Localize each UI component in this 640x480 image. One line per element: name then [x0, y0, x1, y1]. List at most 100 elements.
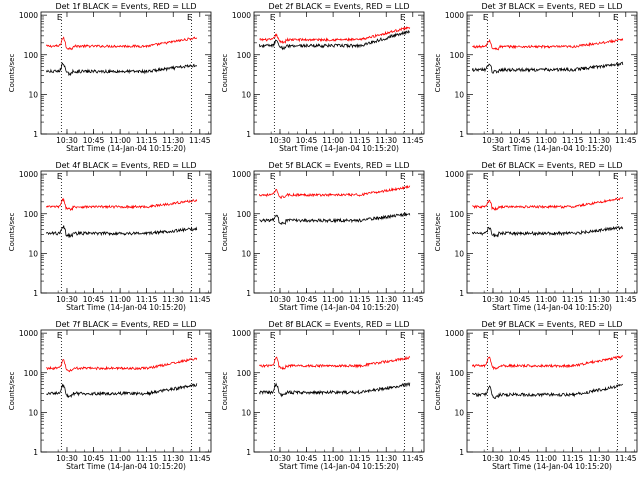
event-marker-label: E: [400, 331, 405, 340]
x-tick-label: 11:30: [375, 295, 397, 304]
panel-title: Det 7f BLACK = Events, RED = LLD: [55, 320, 196, 329]
y-axis-label: Counts/sec: [221, 54, 229, 93]
x-tick-label: 11:15: [136, 454, 158, 463]
series-lld-line: [472, 37, 624, 51]
y-tick-label: 100: [24, 210, 39, 219]
series-lld-line: [258, 355, 411, 371]
x-tick-label: 11:00: [109, 454, 131, 463]
y-tick-label: 1000: [445, 11, 464, 20]
event-marker-label: E: [613, 172, 618, 181]
y-tick-label: 1000: [19, 170, 38, 179]
series-lld-line: [45, 36, 198, 51]
x-tick-label: 10:30: [269, 454, 291, 463]
x-tick-label: 10:45: [83, 136, 105, 145]
series-lld-line: [472, 196, 624, 211]
x-tick-label: 10:30: [482, 295, 504, 304]
x-tick-label: 11:30: [162, 295, 184, 304]
y-tick-label: 10: [241, 90, 251, 99]
y-tick-label: 100: [450, 369, 465, 378]
x-axis-label: Start Time (14-Jan-04 10:15:20): [66, 303, 186, 312]
panel-det-5: Det 5f BLACK = Events, RED = LLD 1 10 100 10…: [221, 161, 425, 312]
y-tick-label: 1: [459, 130, 464, 139]
plot-frame: [40, 11, 212, 135]
panel-title: Det 9f BLACK = Events, RED = LLD: [481, 320, 622, 329]
event-marker-label: E: [483, 172, 488, 181]
x-tick-label: 11:45: [615, 454, 637, 463]
series-events-line: [45, 62, 198, 77]
x-tick-label: 10:45: [509, 454, 531, 463]
panel-title: Det 6f BLACK = Events, RED = LLD: [481, 161, 622, 170]
y-tick-label: 1000: [19, 329, 38, 338]
event-marker-label: E: [57, 331, 62, 340]
x-tick-label: 10:45: [509, 136, 531, 145]
x-tick-label: 10:45: [296, 295, 318, 304]
y-axis-label: Counts/sec: [8, 213, 16, 252]
x-tick-label: 11:30: [588, 454, 610, 463]
plot-frame: [253, 329, 425, 453]
y-tick-label: 1: [246, 448, 251, 457]
x-tick-label: 11:00: [109, 295, 131, 304]
x-axis-label: Start Time (14-Jan-04 10:15:20): [279, 303, 399, 312]
x-tick-label: 11:15: [562, 136, 584, 145]
y-tick-label: 10: [454, 408, 464, 417]
x-tick-label: 11:15: [562, 454, 584, 463]
x-tick-label: 11:45: [615, 295, 637, 304]
event-marker-label: E: [483, 13, 488, 22]
y-tick-label: 1: [33, 130, 38, 139]
x-tick-label: 11:15: [349, 136, 371, 145]
x-tick-label: 10:30: [269, 136, 291, 145]
y-tick-label: 1000: [232, 329, 251, 338]
x-tick-label: 10:30: [482, 454, 504, 463]
x-tick-label: 10:30: [482, 136, 504, 145]
series-lld-line: [46, 357, 198, 373]
x-axis-label: Start Time (14-Jan-04 10:15:20): [66, 144, 186, 153]
x-tick-label: 10:30: [56, 295, 78, 304]
panel-title: Det 1f BLACK = Events, RED = LLD: [55, 2, 196, 11]
y-tick-label: 100: [237, 51, 252, 60]
x-tick-label: 10:30: [269, 295, 291, 304]
y-tick-label: 10: [241, 249, 251, 258]
series-lld-line: [471, 355, 624, 371]
y-axis-label: Counts/sec: [221, 372, 229, 411]
panel-det-9: Det 9f BLACK = Events, RED = LLD 1 10 100 10…: [434, 320, 638, 471]
x-tick-label: 11:45: [402, 454, 424, 463]
event-marker-label: E: [270, 13, 275, 22]
panel-det-2: Det 2f BLACK = Events, RED = LLD 1 10 100 10…: [221, 2, 425, 153]
x-tick-label: 10:45: [296, 454, 318, 463]
event-marker-label: E: [400, 172, 405, 181]
x-tick-label: 11:15: [562, 295, 584, 304]
x-tick-label: 11:30: [162, 136, 184, 145]
panel-det-6: Det 6f BLACK = Events, RED = LLD 1 10 100 10…: [434, 161, 638, 312]
y-tick-label: 10: [454, 90, 464, 99]
x-tick-label: 11:15: [349, 295, 371, 304]
x-tick-label: 11:30: [588, 295, 610, 304]
x-tick-label: 11:45: [189, 136, 211, 145]
x-tick-label: 11:15: [136, 295, 158, 304]
panel-title: Det 4f BLACK = Events, RED = LLD: [55, 161, 196, 170]
x-tick-label: 10:30: [56, 454, 78, 463]
event-marker-label: E: [187, 172, 192, 181]
y-tick-label: 100: [24, 369, 39, 378]
event-marker-label: E: [613, 13, 618, 22]
x-axis-label: Start Time (14-Jan-04 10:15:20): [279, 462, 399, 471]
x-tick-label: 11:00: [322, 136, 344, 145]
y-axis-label: Counts/sec: [434, 54, 442, 93]
x-tick-label: 10:45: [296, 136, 318, 145]
panel-title: Det 3f BLACK = Events, RED = LLD: [481, 2, 622, 11]
plot-frame: [253, 11, 425, 135]
x-tick-label: 10:45: [83, 454, 105, 463]
series-lld-line: [45, 197, 198, 211]
y-tick-label: 1: [33, 289, 38, 298]
series-events-line: [471, 383, 624, 399]
y-tick-label: 1000: [19, 11, 38, 20]
y-tick-label: 1: [459, 289, 464, 298]
y-axis-label: Counts/sec: [434, 372, 442, 411]
y-axis-label: Counts/sec: [221, 213, 229, 252]
y-tick-label: 100: [450, 210, 465, 219]
panel-title: Det 2f BLACK = Events, RED = LLD: [268, 2, 409, 11]
series-events-line: [45, 225, 198, 239]
panel-det-7: Det 7f BLACK = Events, RED = LLD 1 10 100 10…: [8, 320, 212, 471]
y-tick-label: 100: [450, 51, 465, 60]
y-tick-label: 10: [28, 90, 38, 99]
